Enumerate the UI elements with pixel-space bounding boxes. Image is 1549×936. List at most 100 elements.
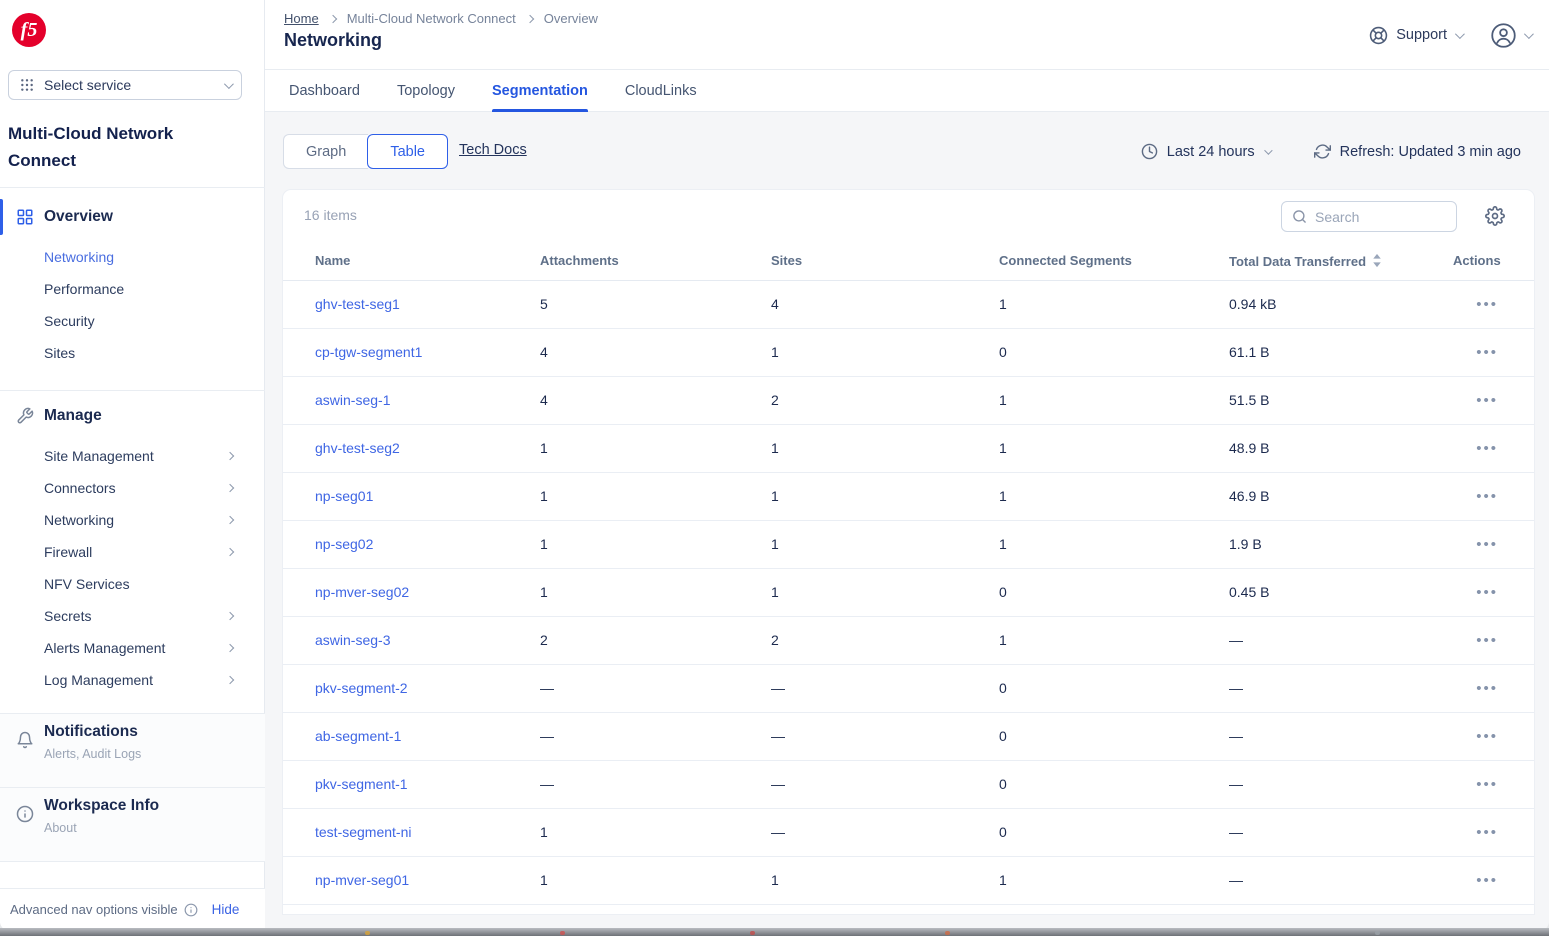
manage-label: Manage <box>44 407 102 425</box>
cell-attachments: 4 <box>524 328 755 376</box>
column-header-total-data-transferred[interactable]: Total Data Transferred <box>1213 242 1437 280</box>
sidebar-item-firewall[interactable]: Firewall <box>0 536 265 568</box>
refresh-icon <box>1314 143 1331 160</box>
account-menu-button[interactable] <box>1490 22 1531 49</box>
column-header-actions: Actions <box>1437 242 1534 280</box>
row-actions-button[interactable]: ••• <box>1476 293 1498 316</box>
row-actions-button[interactable]: ••• <box>1476 869 1498 892</box>
row-actions-button[interactable]: ••• <box>1476 821 1498 844</box>
table-view-button[interactable]: Table <box>367 134 448 169</box>
breadcrumb-item[interactable]: Overview <box>544 11 598 26</box>
sidebar-item-notifications[interactable]: Notifications Alerts, Audit Logs <box>0 714 265 787</box>
cell-total_data: — <box>1213 616 1437 664</box>
user-avatar-icon <box>1490 22 1517 49</box>
cell-attachments: 1 <box>524 424 755 472</box>
segment-name-link[interactable]: aswin-seg-3 <box>315 632 390 648</box>
sidebar-item-alerts-management[interactable]: Alerts Management <box>0 632 265 664</box>
row-actions-button[interactable]: ••• <box>1476 581 1498 604</box>
segment-name-link[interactable]: ghv-test-seg2 <box>315 440 400 456</box>
sidebar-item-nfv-services[interactable]: NFV Services <box>0 568 265 600</box>
cell-sites: 1 <box>755 472 983 520</box>
sidebar-item-label: Secrets <box>44 608 91 624</box>
cell-total_data: 51.5 B <box>1213 376 1437 424</box>
sidebar-item-networking[interactable]: Networking <box>0 241 265 273</box>
segment-name-link[interactable]: np-mver-seg02 <box>315 584 409 600</box>
row-actions-button[interactable]: ••• <box>1476 341 1498 364</box>
sidebar-item-overview[interactable]: Overview <box>0 199 265 235</box>
row-actions-button[interactable]: ••• <box>1476 629 1498 652</box>
sidebar-item-networking[interactable]: Networking <box>0 504 265 536</box>
sidebar-item-workspace-info[interactable]: Workspace Info About <box>0 788 265 861</box>
tech-docs-link[interactable]: Tech Docs <box>459 142 527 158</box>
breadcrumb-item[interactable]: Multi-Cloud Network Connect <box>347 11 516 26</box>
sidebar-item-site-management[interactable]: Site Management <box>0 440 265 472</box>
cell-total_data: 61.1 B <box>1213 328 1437 376</box>
time-range-dropdown[interactable]: Last 24 hours <box>1141 143 1270 160</box>
segment-name-link[interactable]: np-seg01 <box>315 488 373 504</box>
chevron-right-icon <box>226 612 234 620</box>
cell-connected_segments: 0 <box>983 568 1213 616</box>
hide-advanced-nav-link[interactable]: Hide <box>212 902 240 917</box>
tab-segmentation[interactable]: Segmentation <box>492 70 588 111</box>
refresh-button[interactable]: Refresh: Updated 3 min ago <box>1314 143 1521 160</box>
sidebar-item-secrets[interactable]: Secrets <box>0 600 265 632</box>
sidebar-item-sites[interactable]: Sites <box>0 337 265 369</box>
chevron-right-icon <box>226 484 234 492</box>
cell-sites: — <box>755 760 983 808</box>
graph-view-button[interactable]: Graph <box>283 134 368 169</box>
row-actions-button[interactable]: ••• <box>1476 725 1498 748</box>
table-row: np-seg0111146.9 B••• <box>283 472 1534 520</box>
table-row: np-mver-seg021100.45 B••• <box>283 568 1534 616</box>
tab-topology[interactable]: Topology <box>397 70 455 111</box>
cell-sites: 1 <box>755 520 983 568</box>
segment-name-link[interactable]: ab-segment-1 <box>315 728 401 744</box>
sidebar-item-connectors[interactable]: Connectors <box>0 472 265 504</box>
support-button[interactable]: Support <box>1369 26 1462 45</box>
table-row: aswin-seg-3221—••• <box>283 616 1534 664</box>
cell-sites: 1 <box>755 328 983 376</box>
segment-name-link[interactable]: np-seg02 <box>315 536 373 552</box>
row-actions-button[interactable]: ••• <box>1476 773 1498 796</box>
cell-sites: — <box>755 808 983 856</box>
cell-connected_segments: 1 <box>983 472 1213 520</box>
table-row: test-segment-ni1—0—••• <box>283 808 1534 856</box>
service-selector-label: Select service <box>44 77 131 93</box>
sidebar-item-performance[interactable]: Performance <box>0 273 265 305</box>
cell-attachments: 4 <box>524 376 755 424</box>
sidebar-item-label: NFV Services <box>44 576 130 592</box>
segment-name-link[interactable]: pkv-segment-2 <box>315 680 408 696</box>
segment-name-link[interactable]: aswin-seg-1 <box>315 392 390 408</box>
sidebar-item-security[interactable]: Security <box>0 305 265 337</box>
app-window: f5 Select service Multi-Cloud Network Co… <box>0 0 1549 931</box>
sidebar-item-manage[interactable]: Manage <box>0 398 265 434</box>
cell-total_data: — <box>1213 712 1437 760</box>
breadcrumb-item[interactable]: Home <box>284 11 319 26</box>
table-row: cp-tgw-segment141061.1 B••• <box>283 328 1534 376</box>
segment-name-link[interactable]: pkv-segment-1 <box>315 776 408 792</box>
row-actions-button[interactable]: ••• <box>1476 485 1498 508</box>
cell-connected_segments: 1 <box>983 616 1213 664</box>
segment-name-link[interactable]: test-segment-ni <box>315 824 411 840</box>
segment-name-link[interactable]: cp-tgw-segment1 <box>315 344 422 360</box>
row-actions-button[interactable]: ••• <box>1476 677 1498 700</box>
row-actions-button[interactable]: ••• <box>1476 389 1498 412</box>
tab-cloudlinks[interactable]: CloudLinks <box>625 70 697 111</box>
chevron-down-icon <box>1524 29 1534 39</box>
f5-logo[interactable]: f5 <box>12 13 46 47</box>
main-content: Graph Table Tech Docs Last 24 hours <box>265 112 1549 931</box>
refresh-label: Refresh: Updated 3 min ago <box>1340 144 1521 160</box>
service-selector[interactable]: Select service <box>8 70 242 100</box>
cell-sites: — <box>755 664 983 712</box>
breadcrumb-separator-icon <box>328 14 336 22</box>
row-actions-button[interactable]: ••• <box>1476 437 1498 460</box>
segment-name-link[interactable]: np-mver-seg01 <box>315 872 409 888</box>
sidebar-item-log-management[interactable]: Log Management <box>0 664 265 696</box>
sort-icon[interactable] <box>1372 253 1382 268</box>
gear-icon[interactable] <box>1485 206 1505 226</box>
row-actions-button[interactable]: ••• <box>1476 533 1498 556</box>
tab-dashboard[interactable]: Dashboard <box>289 70 360 111</box>
cell-attachments: 1 <box>524 568 755 616</box>
segment-name-link[interactable]: ghv-test-seg1 <box>315 296 400 312</box>
search-input[interactable] <box>1315 209 1435 225</box>
table-row: np-seg021111.9 B••• <box>283 520 1534 568</box>
